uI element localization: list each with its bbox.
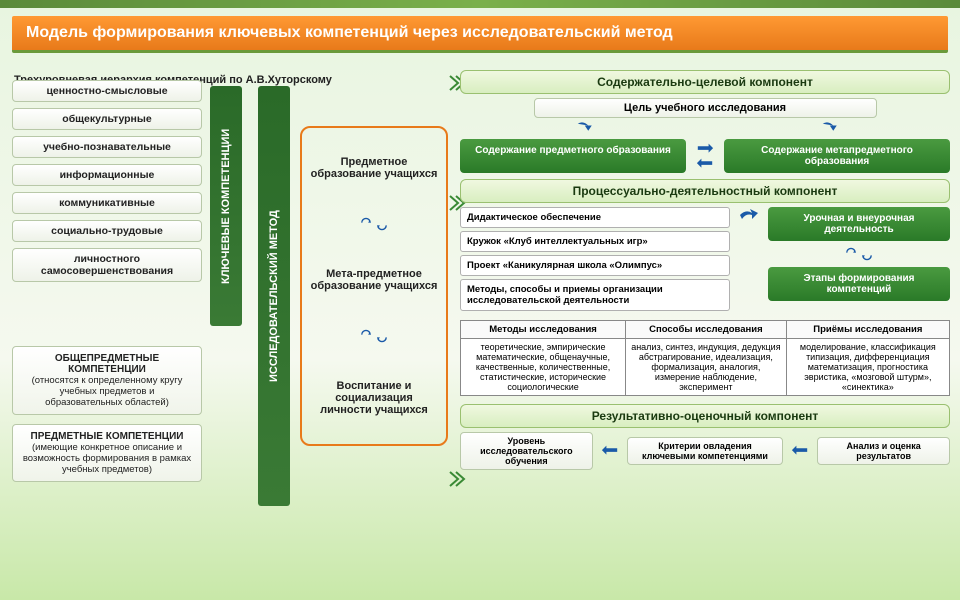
vbar-key-competencies: КЛЮЧЕВЫЕ КОМПЕТЕНЦИИ: [210, 86, 242, 326]
component-header-1: Содержательно-целевой компонент: [460, 70, 950, 94]
card-desc: (относятся к определенному кругу учебных…: [21, 375, 193, 408]
competency-pill: учебно-познавательные: [12, 136, 202, 158]
table-cell: теоретические, эмпирические математическ…: [461, 339, 626, 396]
table-header: Методы исследования: [461, 321, 626, 339]
methods-table: Методы исследования Способы исследования…: [460, 320, 950, 396]
activity-box: Урочная и внеурочная деятельность: [768, 207, 950, 241]
table-header: Способы исследования: [626, 321, 787, 339]
content-box-meta: Содержание метапредметного образования: [724, 139, 950, 173]
result-item: Критерии овладения ключевыми компетенция…: [627, 437, 784, 465]
arrow-left-icon: [601, 444, 619, 458]
cycle-icon: [844, 247, 858, 261]
component-header-2: Процессуально-деятельностный компонент: [460, 179, 950, 203]
arrow-exchange-icon: [696, 142, 714, 156]
competency-pill: информационные: [12, 164, 202, 186]
competency-pill: ценностно-смысловые: [12, 80, 202, 102]
vbar-research-method: ИССЛЕДОВАТЕЛЬСКИЙ МЕТОД: [258, 86, 290, 506]
arrow-right-icon: [738, 207, 760, 229]
page-title: Модель формирования ключевых компетенций…: [12, 16, 948, 53]
card-title: ОБЩЕПРЕДМЕТНЫЕ КОМПЕТЕНЦИИ: [21, 353, 193, 375]
table-header: Приёмы исследования: [786, 321, 949, 339]
table-cell: анализ, синтез, индукция, дедукция абстр…: [626, 339, 787, 396]
table-cell: моделирование, классификация типизация, …: [786, 339, 949, 396]
didactic-item: Дидактическое обеспечение: [460, 207, 730, 228]
left-column: ценностно-смысловые общекультурные учебн…: [12, 80, 202, 288]
cycle-arrows-icon: [308, 217, 440, 231]
triad-item: Мета-предметное образование учащихся: [308, 268, 440, 292]
didactic-item: Кружок «Клуб интеллектуальных игр»: [460, 231, 730, 252]
component-header-3: Результативно-оценочный компонент: [460, 404, 950, 428]
competency-pill: социально-трудовые: [12, 220, 202, 242]
arrow-down-icon: [574, 122, 592, 136]
didactic-item: Методы, способы и приемы организации исс…: [460, 279, 730, 311]
competency-pill: коммуникативные: [12, 192, 202, 214]
card-desc: (имеющие конкретное описание и возможнос…: [21, 442, 193, 475]
content-box-subject: Содержание предметного образования: [460, 139, 686, 173]
predmet-competencies-card: ПРЕДМЕТНЫЕ КОМПЕТЕНЦИИ (имеющие конкретн…: [12, 424, 202, 482]
chevron-right-icon: [448, 470, 466, 488]
triad-item: Воспитание и социализация личности учащи…: [308, 380, 440, 416]
arrow-down-icon: [819, 122, 837, 136]
arrow-left-icon: [791, 444, 809, 458]
goal-header: Цель учебного исследования: [534, 98, 877, 118]
triad-item: Предметное образование учащихся: [308, 156, 440, 180]
subject-competencies-card: ОБЩЕПРЕДМЕТНЫЕ КОМПЕТЕНЦИИ (относятся к …: [12, 346, 202, 415]
cycle-icon: [860, 247, 874, 261]
competency-pill: общекультурные: [12, 108, 202, 130]
result-item: Анализ и оценка результатов: [817, 437, 950, 465]
card-title: ПРЕДМЕТНЫЕ КОМПЕТЕНЦИИ: [21, 431, 193, 442]
arrow-exchange-icon: [696, 157, 714, 171]
cycle-arrows-icon: [308, 329, 440, 343]
didactic-item: Проект «Каникулярная школа «Олимпус»: [460, 255, 730, 276]
result-item: Уровень исследовательского обучения: [460, 432, 593, 470]
competency-pill: личностного самосовершенствования: [12, 248, 202, 282]
education-triad-box: Предметное образование учащихся Мета-пре…: [300, 126, 448, 446]
stages-box: Этапы формирования компетенций: [768, 267, 950, 301]
